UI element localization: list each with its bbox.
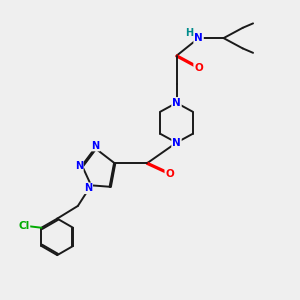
Text: N: N: [92, 141, 100, 151]
Text: O: O: [194, 63, 203, 73]
Text: N: N: [172, 138, 181, 148]
Text: N: N: [194, 33, 203, 43]
Text: N: N: [75, 161, 83, 171]
Text: H: H: [185, 28, 193, 38]
Text: Cl: Cl: [18, 221, 29, 231]
Text: O: O: [165, 169, 174, 178]
Text: N: N: [84, 183, 92, 193]
Text: N: N: [172, 98, 181, 108]
